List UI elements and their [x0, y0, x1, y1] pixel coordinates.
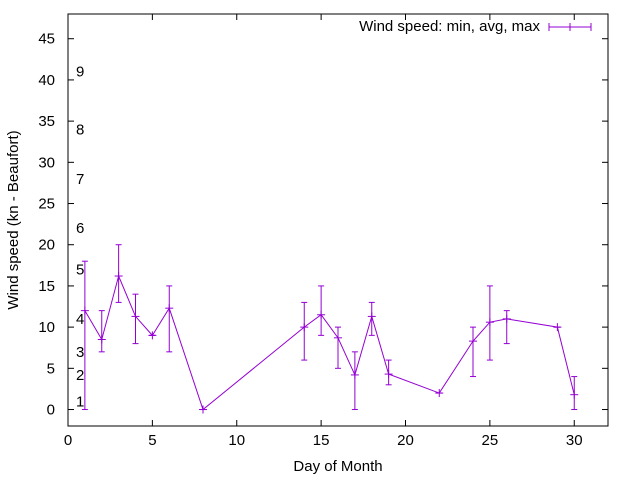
y-tick-label: 10 — [38, 319, 55, 336]
beaufort-label: 1 — [76, 393, 84, 410]
beaufort-label: 9 — [76, 64, 84, 81]
x-axis-ticks: 0 5 10 15 20 25 30 — [64, 14, 583, 449]
x-tick-label: 5 — [148, 432, 156, 449]
y-tick-label: 25 — [38, 196, 55, 213]
y-tick-label: 35 — [38, 113, 55, 130]
beaufort-label: 8 — [76, 121, 84, 138]
beaufort-label: 4 — [76, 311, 84, 328]
y-tick-label: 0 — [47, 402, 55, 419]
y-axis-title: Wind speed (kn - Beaufort) — [5, 130, 22, 309]
x-tick-label: 0 — [64, 432, 72, 449]
legend: Wind speed: min, avg, max — [359, 18, 592, 35]
y-tick-label: 5 — [47, 360, 55, 377]
beaufort-label: 2 — [76, 367, 84, 384]
y-tick-label: 15 — [38, 278, 55, 295]
beaufort-label: 6 — [76, 220, 84, 237]
y-tick-label: 30 — [38, 154, 55, 171]
x-tick-label: 10 — [228, 432, 245, 449]
x-axis-title: Day of Month — [293, 458, 382, 475]
beaufort-label: 5 — [76, 261, 84, 278]
legend-entry-label: Wind speed: min, avg, max — [359, 18, 540, 35]
beaufort-scale-labels: 1 2 3 4 5 6 7 8 9 — [76, 64, 84, 411]
series-line — [84, 274, 575, 411]
y-tick-label: 45 — [38, 31, 55, 48]
beaufort-label: 7 — [76, 171, 84, 188]
x-tick-label: 30 — [566, 432, 583, 449]
plot-frame — [67, 13, 609, 427]
y-tick-label: 20 — [38, 237, 55, 254]
chart-marks — [80, 244, 579, 414]
beaufort-label: 3 — [76, 344, 84, 361]
x-tick-label: 15 — [313, 432, 330, 449]
x-tick-label: 20 — [397, 432, 414, 449]
y-tick-label: 40 — [38, 72, 55, 89]
x-tick-label: 25 — [482, 432, 499, 449]
